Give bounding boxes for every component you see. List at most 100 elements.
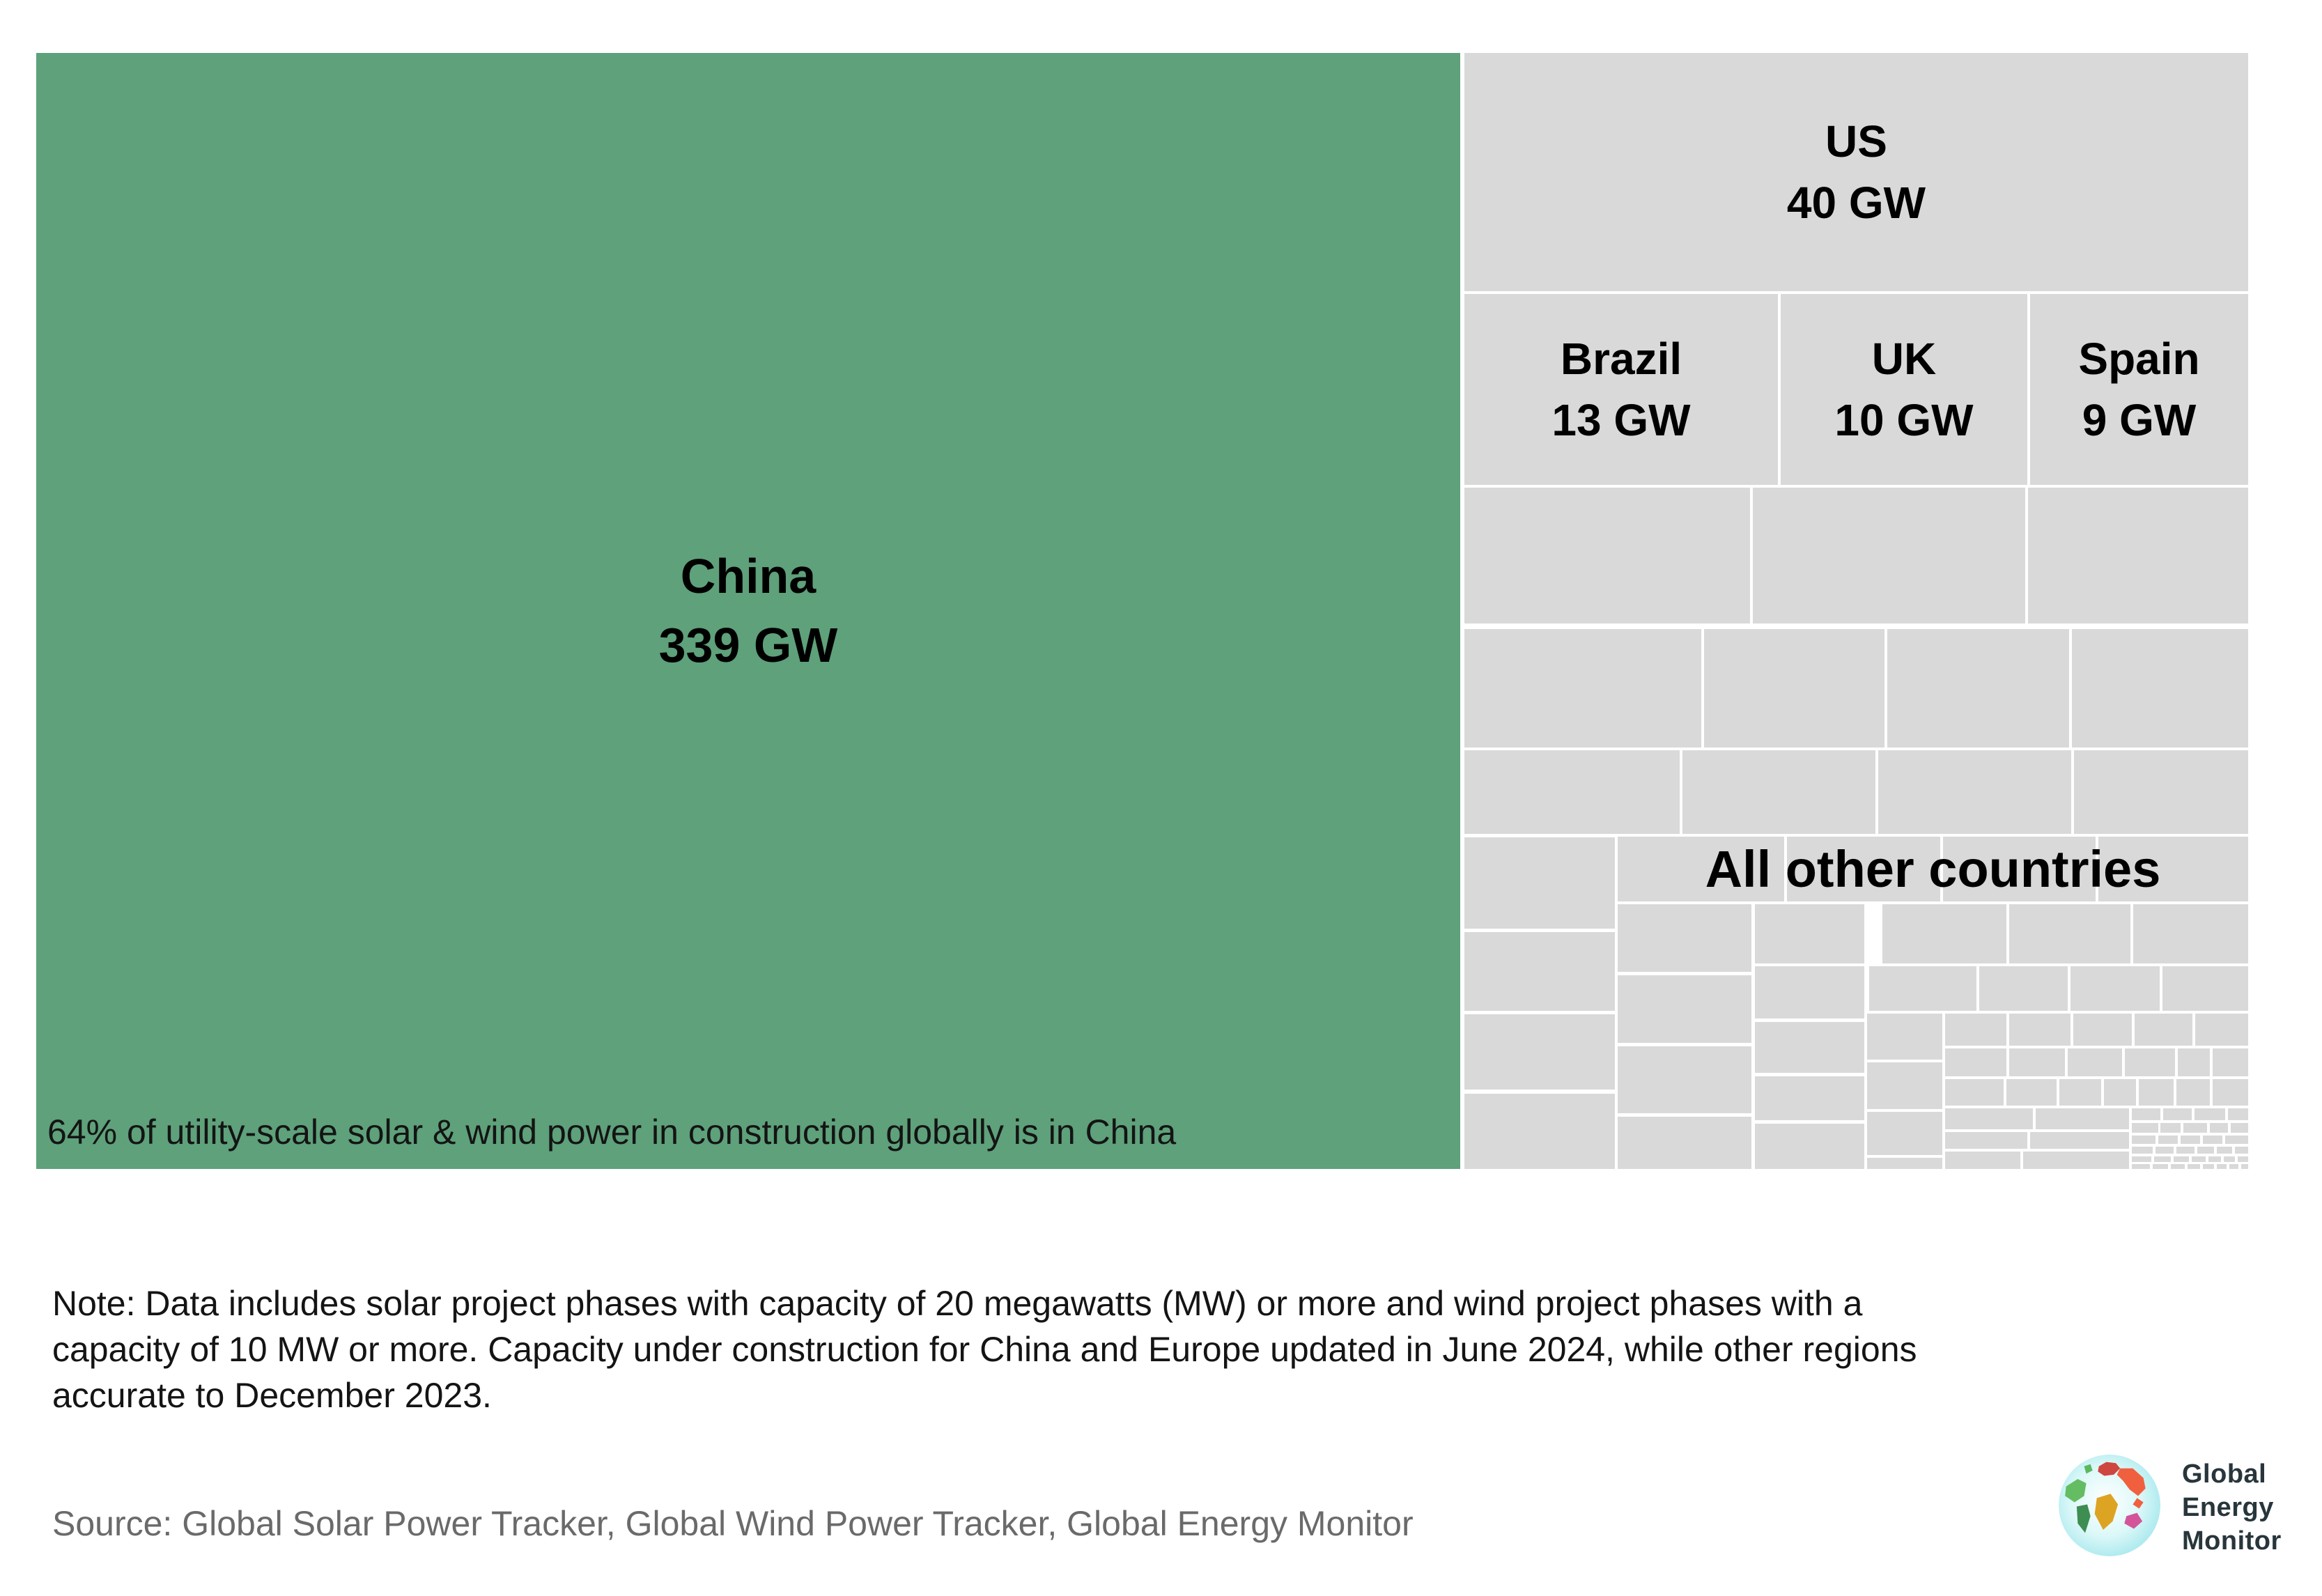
treemap-box-other [2036,1108,2129,1129]
treemap-box-other [1867,1014,1942,1060]
note-line-2: capacity of 10 MW or more. Capacity unde… [52,1330,1917,1369]
treemap-box-other [1618,904,1751,972]
treemap-box-other [1945,1014,2006,1046]
treemap-box-other [2098,837,2248,901]
treemap-box-other [2006,1079,2057,1106]
us-label-value: 40 GW [1786,178,1926,228]
treemap-box-other [1882,904,2006,963]
treemap-box-other [1464,1014,1615,1090]
gem-logo: Global Energy Monitor [2057,1452,2282,1562]
treemap-box-other [2135,1014,2192,1046]
treemap-box-other [1464,750,1680,834]
treemap-box-other [1867,1158,1942,1169]
treemap-box-other [2163,1108,2192,1120]
spain-label: Spain 9 GW [2078,328,2199,451]
treemap-box-other [1787,837,1940,901]
gem-logo-text: Global Energy Monitor [2182,1457,2282,1558]
treemap-box-other [1945,1132,2027,1149]
treemap-box-other [1704,629,1884,747]
treemap-box-uk: UK 10 GW [1781,294,2027,485]
treemap-box-other [2023,1152,2129,1169]
treemap-box-other [2009,1048,2065,1076]
gem-logo-line-3: Monitor [2182,1526,2282,1556]
china-label-value: 339 GW [658,618,838,672]
treemap-box-other [1464,932,1615,1011]
treemap-box-other [2203,1164,2214,1169]
treemap-box-other [2217,1164,2227,1169]
treemap-box-other [1618,1046,1751,1113]
treemap-box-other [2132,1123,2158,1133]
treemap-box-spain: Spain 9 GW [2030,294,2248,485]
note-line-3: accurate to December 2023. [52,1376,492,1415]
treemap-box-other [2241,1164,2248,1169]
treemap-box-other [1945,1079,2004,1106]
treemap-box-other [2132,1156,2151,1162]
treemap-box-other [1755,1124,1864,1169]
globe-icon [2057,1452,2162,1562]
treemap-box-other [1878,750,2071,834]
china-label: China 339 GW [659,542,838,681]
spain-label-value: 9 GW [2082,395,2197,445]
treemap-box-other [1618,1117,1751,1169]
treemap-box-other [1464,629,1701,747]
treemap-box-other [1979,966,2068,1011]
treemap-box-other [2132,1164,2150,1169]
treemap-box-other [2229,1164,2238,1169]
treemap-box-other [2228,1108,2248,1120]
treemap-box-other [2213,1079,2248,1106]
treemap-box-china: China 339 GW 64% of utility-scale solar … [36,53,1460,1169]
china-label-name: China [680,548,816,603]
china-share-caption: 64% of utility-scale solar & wind power … [47,1113,1177,1152]
treemap-box-other [2073,1014,2132,1046]
treemap-box-other [2203,1136,2222,1144]
treemap-box-other [2174,1156,2189,1162]
treemap-box-other [2072,629,2248,747]
treemap-box-other [1753,488,2025,623]
treemap-box-other [2153,1164,2168,1169]
treemap-box-other [2178,1048,2210,1076]
treemap-box-other [2071,966,2160,1011]
treemap-box-other [2210,1123,2228,1133]
brazil-label-value: 13 GW [1551,395,1691,445]
treemap-box-other [2068,1048,2122,1076]
treemap-box-other [2125,1048,2175,1076]
brazil-label: Brazil 13 GW [1551,328,1690,451]
treemap-box-other [2192,1156,2206,1162]
treemap-box-brazil: Brazil 13 GW [1464,294,1778,485]
treemap-box-other [2160,1123,2181,1133]
treemap-box-other [2225,1136,2248,1144]
treemap-box-other [1755,904,1864,963]
uk-label-name: UK [1871,333,1937,384]
treemap-box-other [1755,1022,1864,1073]
treemap-box-other [2176,1147,2195,1154]
treemap-box-other [1943,837,2096,901]
treemap-box-other [2132,1136,2155,1144]
uk-label-value: 10 GW [1834,395,1974,445]
treemap-box-other [2195,1014,2248,1046]
treemap-box-other [2154,1156,2171,1162]
treemap-box-other [1464,837,1615,929]
treemap-box-other [2009,1014,2071,1046]
treemap-box-other [2155,1147,2174,1154]
treemap-box-other [2235,1147,2248,1154]
treemap-box-other [2231,1123,2248,1133]
treemap-box-other [2030,1132,2129,1149]
treemap-box-other [2133,904,2248,963]
treemap-box-other [2181,1136,2200,1144]
treemap-box-other [1867,1062,1942,1109]
treemap-box-other [2158,1136,2178,1144]
treemap-box-other [2104,1079,2136,1106]
gem-logo-line-2: Energy [2182,1492,2274,1522]
treemap-box-other [2217,1147,2232,1154]
treemap-box-other [1887,629,2069,747]
treemap-box-other [2188,1164,2200,1169]
us-label-name: US [1825,116,1887,166]
treemap-box-other [2059,1079,2101,1106]
treemap-box-other [1464,488,1750,623]
note-line-1: Note: Data includes solar project phases… [52,1284,1863,1323]
gem-logo-line-1: Global [2182,1459,2267,1489]
treemap-box-other [1945,1108,2033,1129]
treemap-box-other [1755,1076,1864,1120]
treemap-box-other [2139,1079,2174,1106]
